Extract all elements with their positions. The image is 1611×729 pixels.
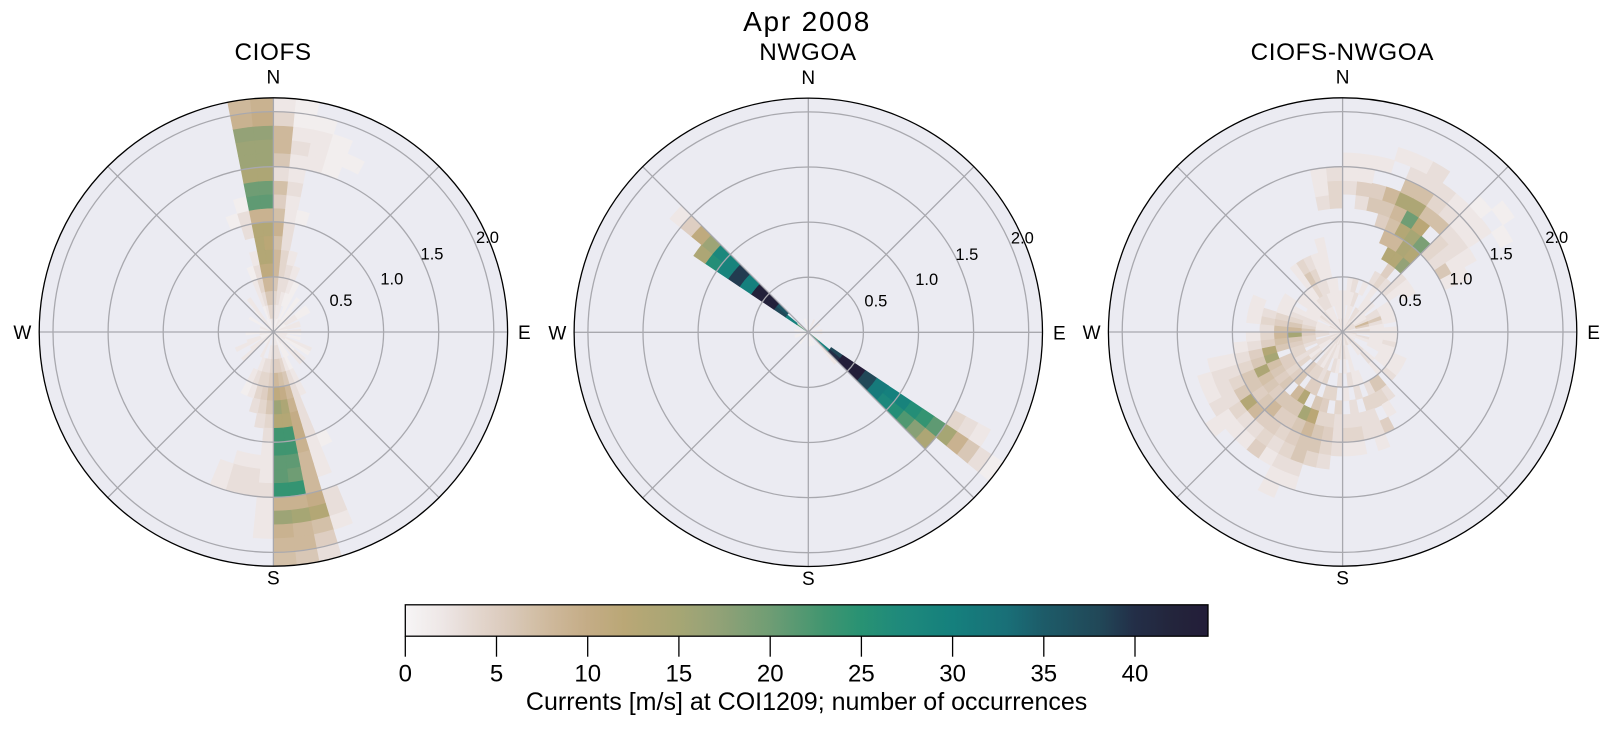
- svg-text:2.0: 2.0: [1545, 229, 1568, 247]
- svg-text:NWGOA: NWGOA: [759, 39, 857, 66]
- svg-text:40: 40: [1122, 661, 1149, 688]
- svg-text:N: N: [1336, 68, 1350, 89]
- svg-text:15: 15: [666, 661, 693, 688]
- svg-text:35: 35: [1030, 661, 1057, 688]
- svg-text:0.5: 0.5: [1399, 292, 1422, 310]
- svg-text:Currents [m/s] at COI1209; num: Currents [m/s] at COI1209; number of occ…: [526, 688, 1087, 716]
- svg-text:1.5: 1.5: [421, 246, 444, 264]
- svg-text:W: W: [548, 323, 566, 344]
- svg-text:E: E: [518, 323, 531, 344]
- svg-text:CIOFS-NWGOA: CIOFS-NWGOA: [1251, 39, 1435, 66]
- svg-text:5: 5: [490, 661, 503, 688]
- svg-text:0.5: 0.5: [864, 292, 887, 310]
- svg-text:1.5: 1.5: [955, 246, 978, 264]
- svg-text:0: 0: [399, 661, 412, 688]
- svg-text:20: 20: [757, 661, 784, 688]
- svg-text:30: 30: [939, 661, 966, 688]
- svg-text:2.0: 2.0: [476, 229, 499, 247]
- svg-text:S: S: [1336, 569, 1349, 590]
- svg-text:N: N: [267, 68, 281, 89]
- svg-text:2.0: 2.0: [1011, 229, 1034, 247]
- svg-text:W: W: [13, 323, 31, 344]
- svg-text:Apr 2008: Apr 2008: [743, 6, 871, 37]
- svg-text:W: W: [1083, 323, 1101, 344]
- svg-text:S: S: [802, 569, 815, 590]
- svg-text:25: 25: [848, 661, 875, 688]
- svg-text:1.5: 1.5: [1490, 246, 1513, 264]
- svg-text:0.5: 0.5: [330, 292, 353, 310]
- svg-text:1.0: 1.0: [1450, 271, 1473, 289]
- svg-text:1.0: 1.0: [380, 271, 403, 289]
- svg-text:S: S: [267, 569, 280, 590]
- svg-text:CIOFS: CIOFS: [234, 39, 311, 66]
- svg-text:N: N: [801, 68, 815, 89]
- svg-text:E: E: [1587, 323, 1600, 344]
- svg-text:E: E: [1053, 323, 1066, 344]
- svg-text:10: 10: [574, 661, 601, 688]
- svg-text:1.0: 1.0: [915, 271, 938, 289]
